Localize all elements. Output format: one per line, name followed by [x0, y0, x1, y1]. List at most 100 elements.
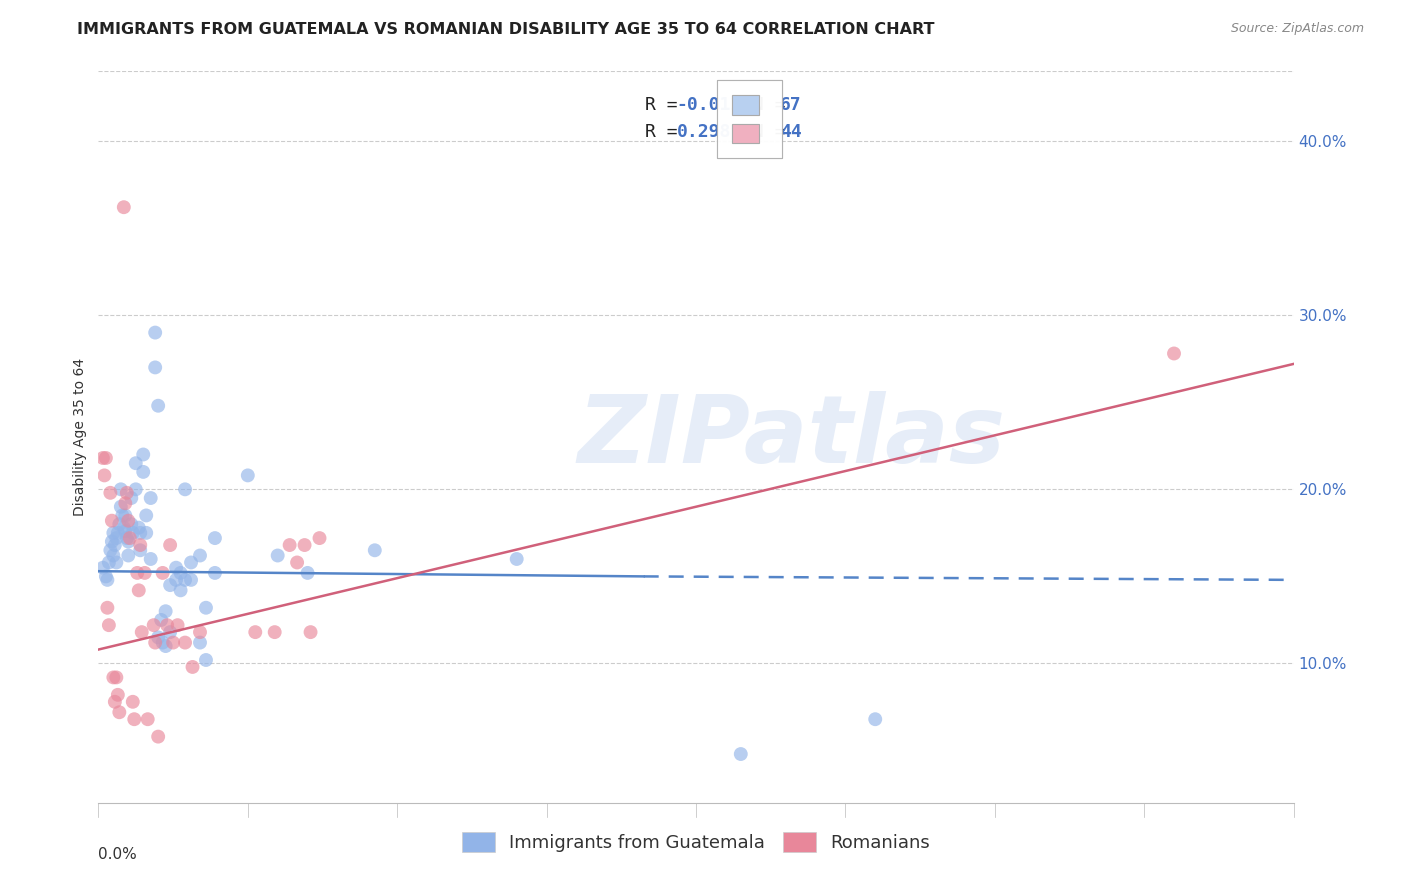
Point: [127, 566, 149, 580]
Point: [103, 549, 125, 563]
Point: [132, 465, 155, 479]
Point: [195, 653, 218, 667]
Point: [125, 483, 148, 497]
Point: [110, 483, 132, 497]
Point: [174, 483, 197, 497]
Point: [143, 635, 166, 649]
Point: [101, 534, 124, 549]
Point: [107, 525, 129, 540]
Point: [181, 660, 204, 674]
Point: [108, 705, 131, 719]
Point: [195, 600, 218, 615]
Point: [117, 549, 139, 563]
Text: N =: N =: [754, 122, 797, 141]
Point: [118, 531, 141, 545]
Point: [103, 525, 125, 540]
Point: [180, 556, 202, 570]
Point: [129, 543, 152, 558]
Point: [135, 508, 157, 523]
Point: [104, 538, 127, 552]
Point: [155, 639, 177, 653]
Point: [169, 583, 191, 598]
Point: [159, 538, 181, 552]
Point: [143, 360, 166, 375]
Point: [865, 712, 887, 726]
Point: [128, 583, 150, 598]
Point: [159, 578, 181, 592]
Point: [105, 670, 128, 684]
Point: [98, 485, 122, 500]
Point: [165, 573, 187, 587]
Text: -0.012: -0.012: [676, 96, 742, 114]
Point: [299, 625, 322, 640]
Point: [94, 569, 117, 583]
Point: [120, 517, 142, 532]
Point: [101, 514, 124, 528]
Point: [125, 456, 148, 470]
Point: [139, 552, 162, 566]
Point: [103, 670, 125, 684]
Point: [104, 695, 127, 709]
Point: [245, 625, 267, 640]
Point: [166, 618, 188, 632]
Y-axis label: Disability Age 35 to 64: Disability Age 35 to 64: [73, 358, 87, 516]
Point: [117, 514, 139, 528]
Point: [114, 508, 136, 523]
Point: [120, 491, 142, 505]
Point: [135, 525, 157, 540]
Point: [308, 531, 330, 545]
Text: Source: ZipAtlas.com: Source: ZipAtlas.com: [1230, 22, 1364, 36]
Point: [132, 448, 155, 462]
Point: [96, 600, 118, 615]
Point: [117, 534, 139, 549]
Text: IMMIGRANTS FROM GUATEMALA VS ROMANIAN DISABILITY AGE 35 TO 64 CORRELATION CHART: IMMIGRANTS FROM GUATEMALA VS ROMANIAN DI…: [77, 22, 935, 37]
Point: [110, 500, 132, 514]
Point: [134, 566, 156, 580]
Point: [121, 525, 143, 540]
Point: [148, 730, 170, 744]
Point: [136, 712, 159, 726]
Point: [112, 200, 135, 214]
Point: [129, 538, 152, 552]
Point: [97, 618, 120, 632]
Point: [128, 521, 150, 535]
Point: [174, 573, 197, 587]
Point: [97, 556, 120, 570]
Point: [124, 712, 146, 726]
Point: [1163, 346, 1185, 360]
Point: [114, 524, 136, 538]
Text: 0.298: 0.298: [676, 122, 731, 141]
Point: [188, 625, 211, 640]
Point: [169, 566, 191, 580]
Point: [188, 635, 211, 649]
Point: [236, 468, 259, 483]
Point: [730, 747, 752, 761]
Point: [155, 604, 177, 618]
Point: [121, 695, 143, 709]
Point: [294, 538, 316, 552]
Point: [150, 613, 173, 627]
Point: [152, 566, 174, 580]
Point: [285, 556, 308, 570]
Text: ZIPatlas: ZIPatlas: [578, 391, 1005, 483]
Point: [94, 450, 117, 465]
Point: [142, 618, 165, 632]
Point: [506, 552, 529, 566]
Point: [111, 508, 134, 523]
Point: [148, 399, 170, 413]
Text: N =: N =: [754, 96, 797, 114]
Point: [91, 560, 114, 574]
Legend: , : ,: [717, 80, 782, 158]
Point: [204, 566, 226, 580]
Point: [114, 496, 136, 510]
Point: [107, 688, 129, 702]
Text: 67: 67: [779, 96, 801, 114]
Point: [156, 618, 179, 632]
Point: [267, 549, 290, 563]
Point: [165, 560, 187, 574]
Point: [204, 531, 226, 545]
Point: [188, 549, 211, 563]
Point: [139, 491, 162, 505]
Point: [152, 635, 174, 649]
Point: [297, 566, 319, 580]
